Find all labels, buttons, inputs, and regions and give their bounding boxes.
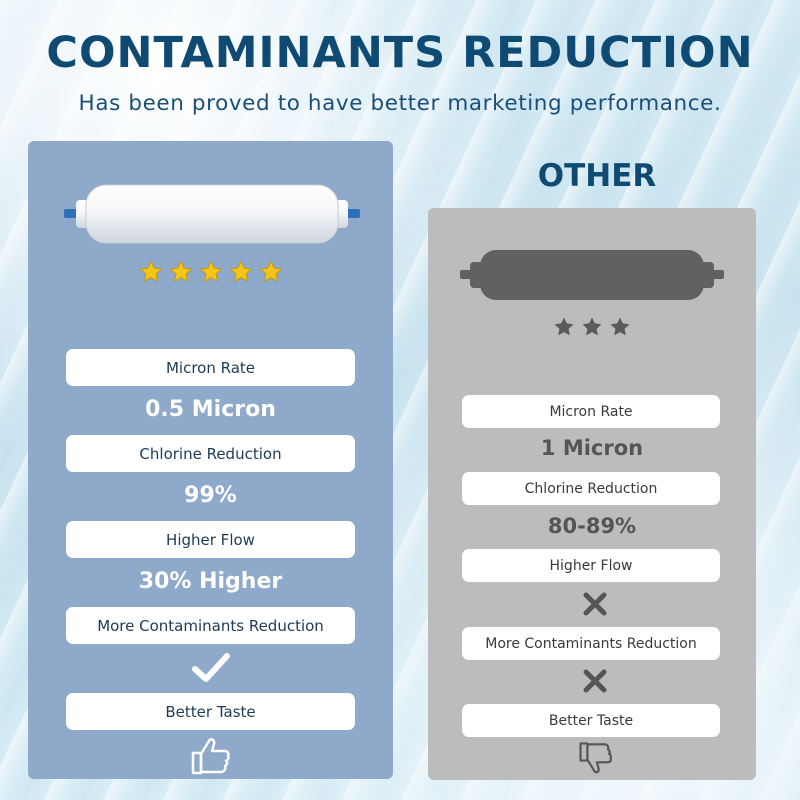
cross-icon — [583, 669, 607, 693]
thumbs-down-icon — [579, 742, 612, 774]
star-icon — [259, 260, 282, 282]
value-chlorine-reduction: 80-89% — [547, 514, 637, 538]
label-higher-flow: Higher Flow — [462, 549, 720, 582]
cross-icon — [583, 592, 607, 616]
check-icon — [192, 653, 230, 682]
star-icon — [554, 317, 574, 336]
star-icon — [169, 260, 192, 282]
label-more-contaminants-reduction: More Contaminants Reduction — [462, 627, 720, 660]
rating-stars — [428, 316, 756, 342]
our-product-panel: Micron Rate 0.5 Micron Chlorine Reductio… — [28, 141, 393, 779]
star-icon — [610, 317, 630, 336]
label-chlorine-reduction: Chlorine Reduction — [462, 472, 720, 505]
star-icon — [199, 260, 222, 282]
label-micron-rate: Micron Rate — [66, 349, 355, 386]
gray-filter-cartridge-icon — [460, 250, 724, 300]
label-better-taste: Better Taste — [462, 704, 720, 737]
rating-stars — [28, 260, 393, 288]
label-chlorine-reduction: Chlorine Reduction — [66, 435, 355, 472]
value-chlorine-reduction: 99% — [184, 483, 237, 508]
page-title: CONTAMINANTS REDUCTION — [46, 28, 754, 78]
page-subtitle: Has been proved to have better marketing… — [78, 91, 722, 116]
label-higher-flow: Higher Flow — [66, 521, 355, 558]
star-icon — [582, 317, 602, 336]
label-more-contaminants-reduction: More Contaminants Reduction — [66, 607, 355, 644]
other-title: OTHER — [537, 158, 657, 194]
label-better-taste: Better Taste — [66, 693, 355, 730]
thumbs-up-icon — [191, 738, 230, 775]
other-product-panel: Micron Rate 1 Micron Chlorine Reduction … — [428, 208, 756, 780]
white-filter-cartridge-icon — [64, 184, 360, 244]
star-icon — [229, 260, 252, 282]
label-micron-rate: Micron Rate — [462, 395, 720, 428]
value-higher-flow: 30% Higher — [138, 569, 283, 594]
star-icon — [139, 260, 162, 282]
value-micron-rate: 1 Micron — [540, 436, 644, 460]
value-micron-rate: 0.5 Micron — [145, 397, 276, 422]
